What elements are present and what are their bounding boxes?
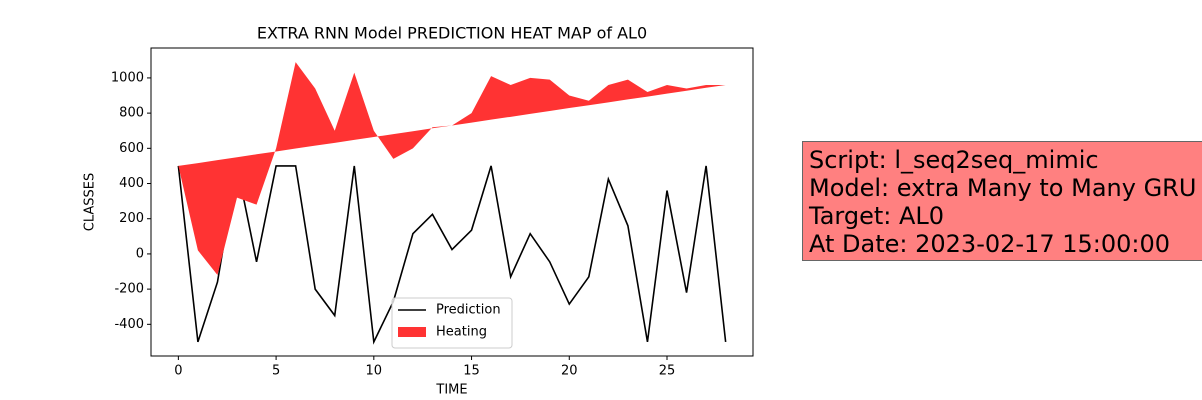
annotation-box: Script: l_seq2seq_mimic Model: extra Many… [802, 141, 1202, 261]
x-tick-label: 0 [174, 364, 182, 379]
x-axis-label: TIME [435, 383, 467, 398]
chart-title: EXTRA RNN Model PREDICTION HEAT MAP of A… [257, 24, 647, 43]
annotation-line: Target: AL0 [809, 202, 945, 230]
y-tick-label: 800 [119, 106, 144, 121]
y-tick-label: 200 [119, 211, 144, 226]
annotation-line: At Date: 2023-02-17 15:00:00 [809, 230, 1171, 258]
legend-label: Heating [436, 325, 487, 340]
plot-frame [150, 47, 754, 357]
annotation-line: Script: l_seq2seq_mimic [809, 146, 1099, 174]
y-tick-label: 400 [119, 176, 144, 191]
y-tick-label: -400 [114, 317, 144, 332]
y-tick-label: 600 [119, 141, 144, 156]
x-tick-label: 10 [366, 364, 383, 379]
y-tick-label: -200 [114, 282, 144, 297]
legend-label: Prediction [436, 303, 501, 318]
y-tick-label: 1000 [111, 70, 144, 85]
y-tick-label: 0 [136, 246, 144, 261]
line [177, 165, 727, 345]
legend-swatch [398, 327, 426, 337]
y-axis-label: CLASSES [83, 173, 98, 231]
x-tick-label: 15 [463, 364, 480, 379]
chart: EXTRA RNN Model PREDICTION HEAT MAP of A… [83, 24, 754, 398]
x-tick-label: 20 [561, 364, 578, 379]
annotation-line: Model: extra Many to Many GRU [809, 174, 1197, 202]
area [178, 62, 726, 276]
x-tick-label: 5 [272, 364, 280, 379]
x-tick-label: 25 [659, 364, 676, 379]
